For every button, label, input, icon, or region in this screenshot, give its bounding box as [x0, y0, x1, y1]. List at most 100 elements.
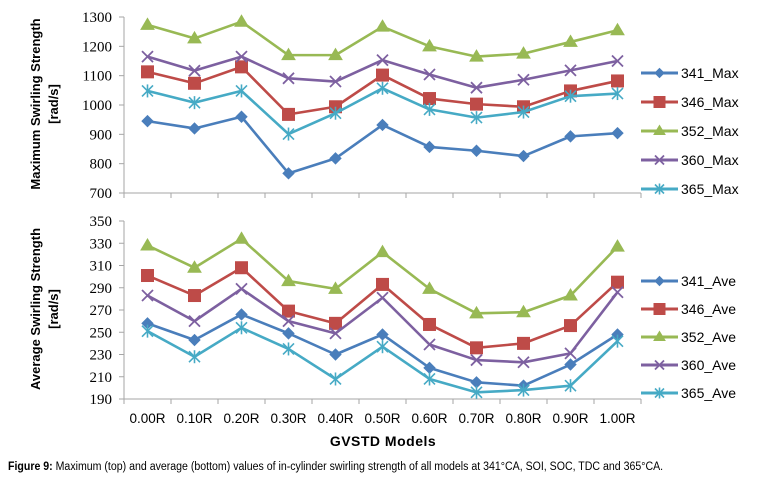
x-marker-stroke: [470, 81, 483, 94]
x-marker-stroke: [564, 64, 577, 77]
legend-label: 352_Ave: [681, 329, 736, 345]
data-point: [187, 260, 202, 273]
legend-item: 341_Ave: [641, 273, 736, 289]
data-point: [423, 92, 436, 106]
y-axis-unit: [rad/s]: [46, 289, 61, 329]
data-point: [470, 385, 483, 399]
data-point: [328, 281, 343, 294]
data-point: [235, 261, 248, 275]
data-point: [610, 239, 625, 252]
data-point: [376, 53, 389, 67]
legend-label: 360_Ave: [681, 357, 736, 373]
data-point: [611, 275, 624, 289]
x-marker-stroke: [376, 291, 389, 304]
data-point: [141, 84, 154, 98]
legend-item: 352_Max: [641, 123, 739, 139]
data-point: [141, 50, 154, 63]
data-point: [188, 333, 201, 347]
data-point: [282, 304, 295, 318]
y-tick-label: 190: [90, 392, 113, 408]
legend-label: 360_Max: [681, 152, 739, 168]
data-point: [187, 30, 202, 44]
figure-caption-text: Maximum (top) and average (bottom) value…: [52, 461, 664, 473]
data-point: [611, 334, 624, 348]
data-point: [423, 372, 436, 386]
data-point: [235, 60, 248, 74]
data-point: [423, 338, 436, 351]
data-point: [235, 84, 248, 98]
legend-swatch-marker: [654, 275, 665, 287]
data-point: [188, 64, 201, 77]
x-marker-stroke: [423, 338, 436, 351]
y-tick-label: 1100: [83, 69, 112, 85]
legend-swatch-marker: [653, 124, 666, 135]
data-point: [376, 328, 389, 341]
data-point: [235, 50, 248, 63]
data-point: [282, 72, 295, 85]
x-marker-stroke: [141, 289, 154, 302]
legend-item: 365_Ave: [641, 385, 736, 401]
legend-item: 360_Max: [641, 152, 739, 168]
series-346_Max: [141, 60, 624, 121]
x-marker-stroke: [141, 50, 154, 63]
legend-swatch-marker: [654, 359, 665, 371]
series-365_Max: [141, 81, 624, 141]
series-352_Ave: [140, 231, 625, 319]
x-marker-stroke: [282, 72, 295, 85]
x-tick-label: 0.70R: [458, 411, 494, 426]
data-point: [564, 64, 577, 77]
legend-label: 346_Max: [681, 94, 739, 110]
y-tick-label: 1000: [82, 98, 112, 114]
figure-caption: Figure 9: Maximum (top) and average (bot…: [8, 460, 716, 474]
data-point: [329, 372, 342, 386]
legend-label: 341_Max: [681, 65, 739, 81]
data-point: [470, 81, 483, 94]
x-marker-stroke: [611, 54, 624, 68]
data-point: [376, 118, 389, 132]
x-tick-label: 0.90R: [552, 411, 588, 426]
series-352_Max: [140, 14, 625, 62]
data-point: [281, 47, 296, 61]
data-point: [470, 111, 483, 125]
data-point: [329, 316, 342, 330]
data-point: [329, 152, 342, 165]
y-tick-label: 210: [90, 370, 113, 386]
data-point: [329, 75, 342, 88]
data-point: [517, 383, 530, 397]
y-tick-label: 290: [90, 281, 113, 297]
legend-item: 346_Max: [641, 94, 739, 110]
data-point: [188, 76, 201, 90]
data-point: [423, 68, 436, 81]
legend-swatch-marker: [653, 303, 666, 315]
x-marker-stroke: [329, 327, 342, 340]
data-point: [610, 22, 625, 36]
data-point: [564, 130, 577, 143]
data-point: [141, 324, 154, 338]
data-point: [282, 342, 295, 356]
data-point: [564, 347, 577, 360]
series-360_Ave: [141, 282, 624, 369]
y-tick-label: 330: [90, 236, 113, 252]
x-tick-label: 0.80R: [505, 411, 541, 426]
series-346_Ave: [141, 261, 624, 355]
legend-swatch-marker: [654, 183, 665, 195]
data-point: [516, 46, 531, 59]
max-swirling-chart: Maximum Swirling Strength [rad/s] 700 800 90…: [28, 10, 739, 202]
y-tick-label: 700: [90, 186, 113, 202]
data-point: [282, 107, 295, 121]
legend-item: 346_Ave: [641, 301, 736, 317]
data-point: [611, 74, 624, 88]
data-point: [516, 304, 531, 318]
data-point: [563, 288, 578, 301]
y-tick-label: 310: [90, 259, 113, 275]
y-tick-label: 250: [90, 325, 113, 341]
x-tick-label: 0.00R: [129, 411, 165, 426]
x-marker-stroke: [282, 314, 295, 328]
x-tick-label: 0.50R: [364, 411, 400, 426]
data-point: [564, 358, 577, 371]
data-point: [140, 17, 155, 30]
data-point: [469, 305, 484, 319]
figure-caption-label: Figure 9:: [8, 461, 53, 473]
data-point: [234, 231, 249, 244]
